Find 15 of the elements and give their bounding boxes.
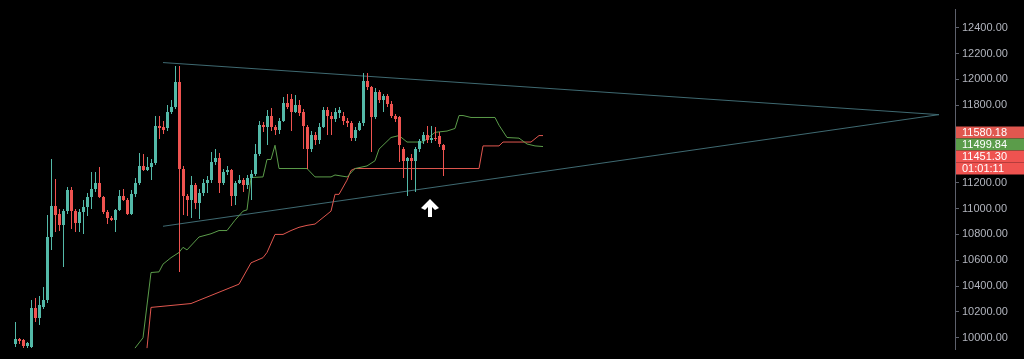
y-tick-label: 10400.00 xyxy=(962,279,1008,292)
text: 01:01:11 xyxy=(962,162,1005,175)
text: 11499.84 xyxy=(962,138,1008,151)
y-tick-label: 10800.00 xyxy=(962,227,1008,240)
y-tick-label: 12400.00 xyxy=(962,20,1008,33)
y-tick-label: 11800.00 xyxy=(962,98,1008,111)
y-tick-label: 12200.00 xyxy=(962,46,1008,59)
text: 11580.18 xyxy=(962,126,1008,139)
y-tick-label: 11000.00 xyxy=(962,201,1008,214)
y-tick-label: 10200.00 xyxy=(962,304,1008,317)
text: 11451.30 xyxy=(962,150,1008,163)
y-tick-label: 12000.00 xyxy=(962,72,1008,85)
y-tick-label: 10600.00 xyxy=(962,253,1008,266)
y-tick-label: 11200.00 xyxy=(962,175,1008,188)
y-tick-label: 10000.00 xyxy=(962,330,1008,343)
